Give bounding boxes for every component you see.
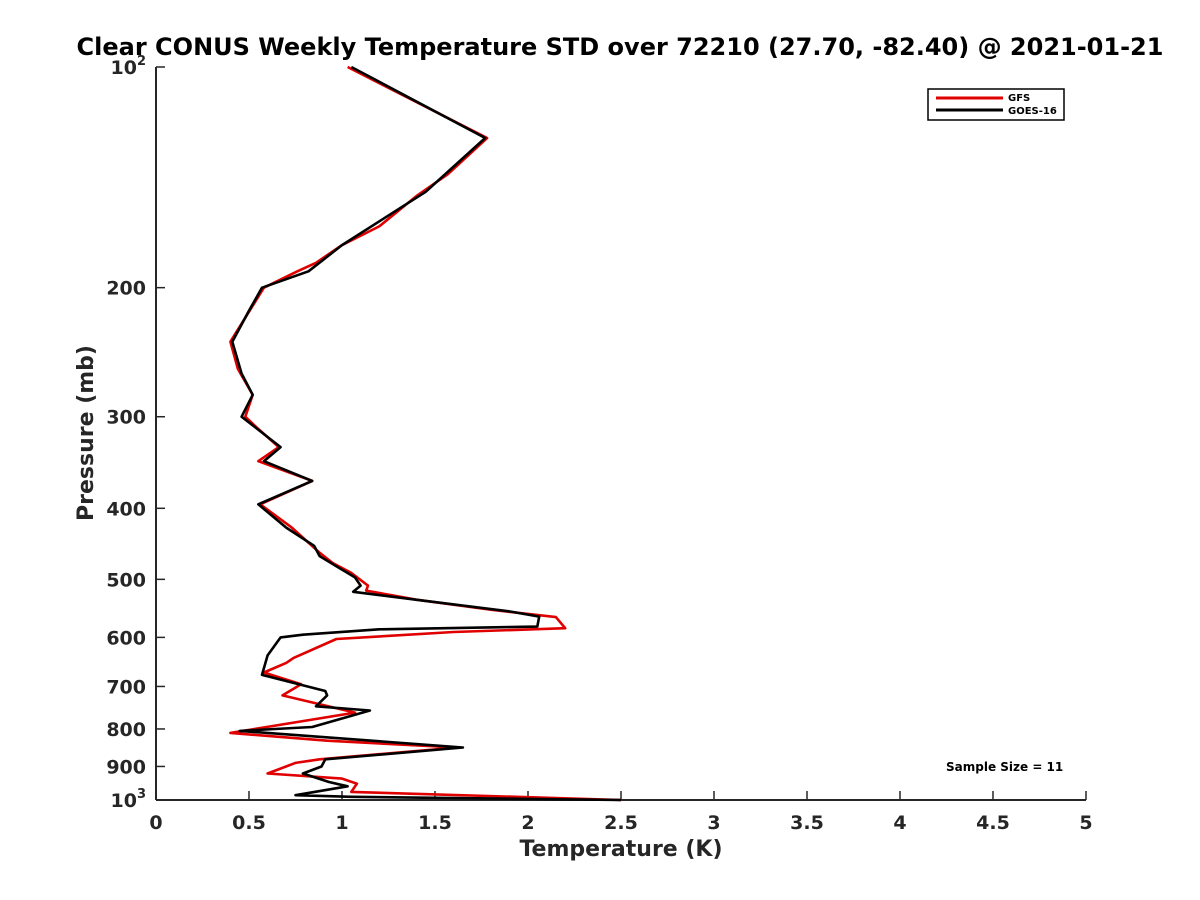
x-axis-ticks: 0 0.5 1 1.5 2 2.5 3 3.5 4 4.5 5	[149, 791, 1093, 834]
y-tick-label: 600	[106, 627, 146, 649]
y-axis-label: Pressure (mb)	[74, 345, 99, 521]
x-tick-label: 2.5	[604, 812, 638, 834]
chart-title: Clear CONUS Weekly Temperature STD over …	[77, 33, 1164, 61]
x-tick-label: 4	[893, 812, 906, 834]
x-tick-label: 0.5	[232, 812, 266, 834]
y-tick-label: 400	[106, 498, 146, 520]
x-axis-label: Temperature (K)	[519, 837, 722, 862]
x-tick-label: 1.5	[418, 812, 452, 834]
x-tick-label: 3.5	[790, 812, 824, 834]
y-tick-label: 102	[111, 54, 147, 79]
legend: GFS GOES-16	[927, 88, 1065, 121]
y-tick-label: 103	[111, 787, 147, 812]
series-lines	[229, 65, 622, 802]
y-axis-ticks: 102 200 300 400 500 600 700 800 900 103	[106, 54, 165, 812]
y-tick-label: 300	[106, 407, 146, 429]
x-tick-label: 4.5	[976, 812, 1010, 834]
legend-box	[927, 88, 1065, 121]
x-tick-label: 1	[335, 812, 348, 834]
sample-size-annotation: Sample Size = 11	[946, 760, 1063, 774]
y-tick-label: 900	[106, 756, 146, 778]
x-tick-label: 3	[707, 812, 720, 834]
x-tick-label: 0	[149, 812, 162, 834]
series-line-gfs	[229, 65, 622, 802]
x-tick-label: 2	[521, 812, 534, 834]
y-tick-label: 700	[106, 676, 146, 698]
y-tick-label: 800	[106, 719, 146, 741]
y-tick-label: 200	[106, 278, 146, 300]
series-line-goes-16	[231, 65, 622, 802]
x-tick-label: 5	[1079, 812, 1092, 834]
legend-label-gfs: GFS	[1008, 93, 1030, 104]
y-tick-label: 500	[106, 569, 146, 591]
legend-label-goes16: GOES-16	[1008, 106, 1057, 117]
